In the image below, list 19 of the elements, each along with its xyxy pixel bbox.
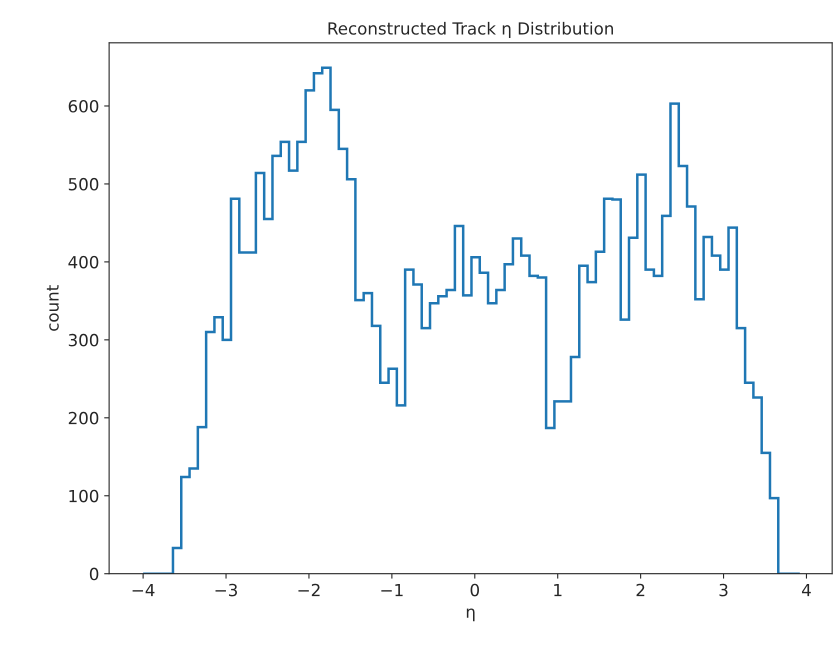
chart-title: Reconstructed Track η Distribution [328, 22, 613, 38]
y-tick-label: 100 [69, 490, 98, 502]
y-tick-label: 600 [68, 100, 98, 113]
y-tick-label: 0 [90, 568, 98, 580]
x-tick-label: 4 [802, 584, 811, 596]
x-tick-label: −2 [298, 584, 320, 596]
x-tick-label: −4 [132, 584, 154, 596]
y-tick-label: 200 [68, 412, 98, 424]
x-tick-label: 0 [470, 584, 479, 596]
x-tick-label: −1 [381, 584, 403, 596]
y-axis-title: count [46, 285, 59, 331]
y-tick-label: 500 [68, 178, 98, 191]
x-axis-title: η [466, 608, 475, 622]
x-tick-label: 2 [636, 584, 644, 596]
x-tick-label: 3 [720, 584, 728, 596]
x-tick-label: −3 [216, 584, 237, 596]
y-tick-label: 400 [68, 256, 98, 268]
x-tick-label: 1 [554, 584, 562, 596]
y-tick-label: 300 [68, 334, 98, 346]
